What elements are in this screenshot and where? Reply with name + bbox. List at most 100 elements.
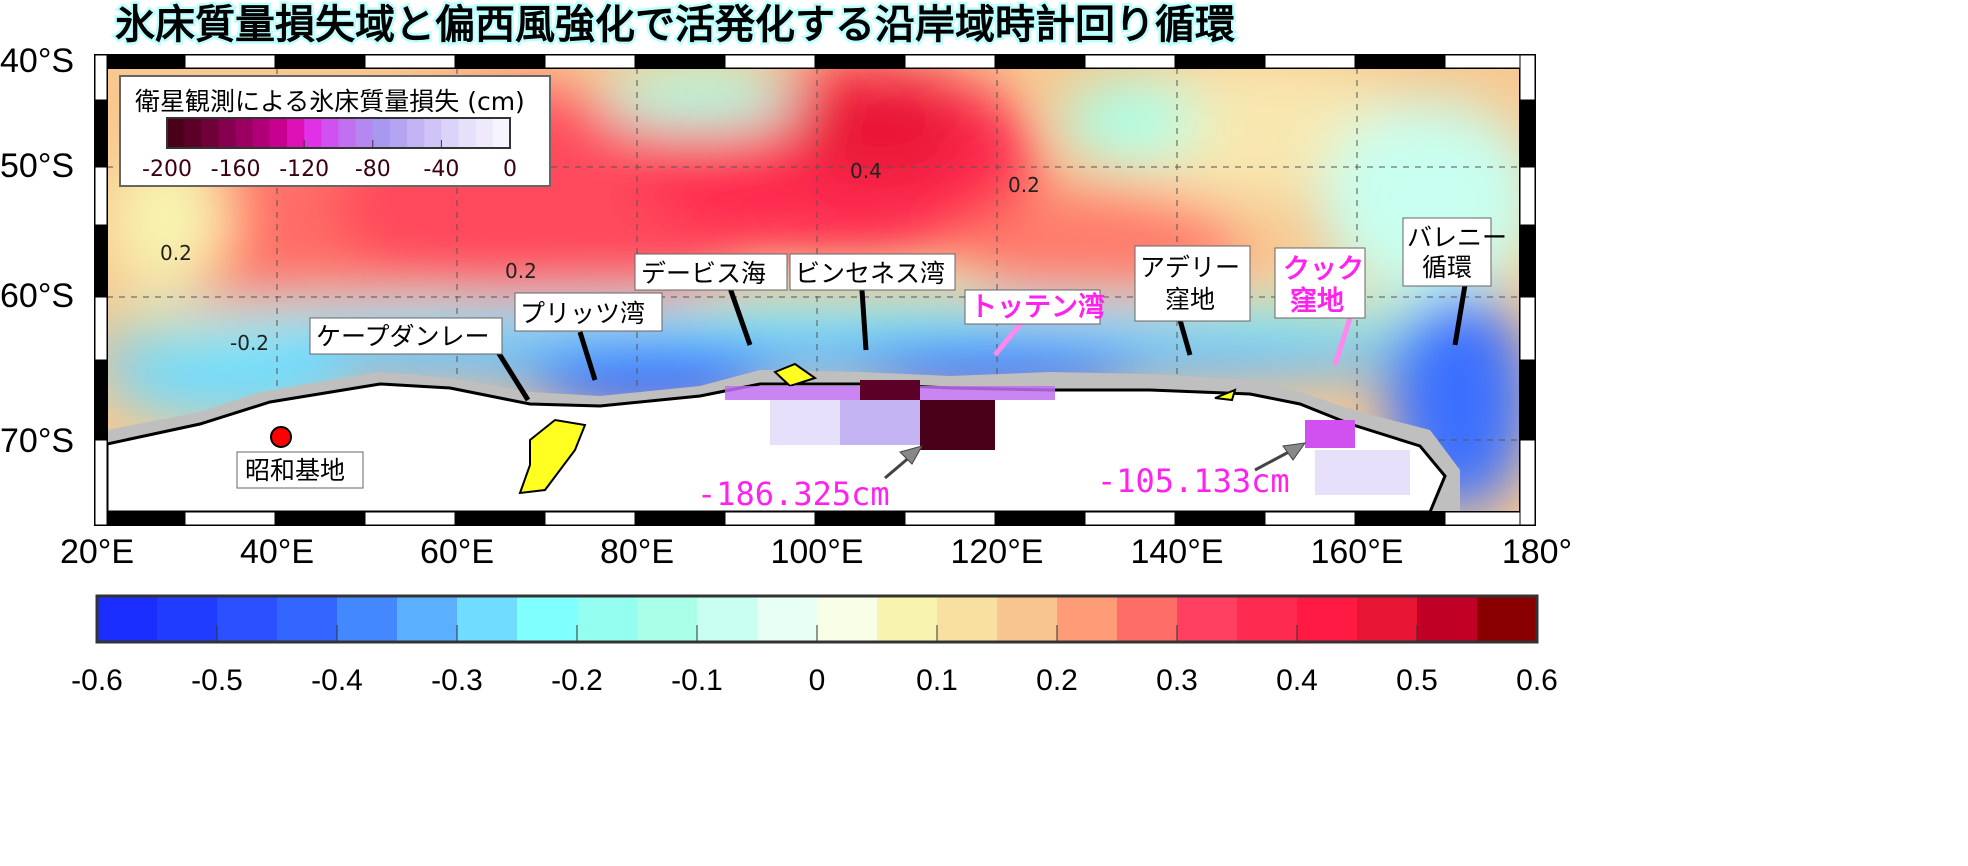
frame-segment xyxy=(814,511,906,526)
loss-value: -105.133cm xyxy=(1097,462,1290,500)
ice-loss-swatch xyxy=(235,118,254,148)
colorbar-tick-label: 0.1 xyxy=(916,664,958,697)
frame-segment xyxy=(1174,511,1266,526)
colorbar-swatch xyxy=(97,596,158,642)
lat-tick-label: 70°S xyxy=(0,422,74,460)
ice-loss-swatch xyxy=(201,118,219,148)
frame-segment xyxy=(1519,359,1536,441)
contour-label: 0.2 xyxy=(160,241,192,265)
frame-segment xyxy=(454,511,546,526)
ice-loss-swatch xyxy=(269,118,288,148)
lon-tick-label: 40°E xyxy=(240,533,314,571)
frame-segment xyxy=(724,511,816,526)
mass-loss-cell xyxy=(860,380,920,400)
colorbar-swatch xyxy=(697,596,758,642)
frame-segment xyxy=(184,54,276,69)
callout-label: 昭和基地 xyxy=(245,456,345,485)
frame-segment xyxy=(184,511,276,526)
callout-cook-depression: クック 窪地 xyxy=(1274,247,1366,366)
contour-label: 0.4 xyxy=(850,159,882,183)
loss-annotation-totten: -186.325cm xyxy=(697,445,924,513)
frame-segment xyxy=(1519,439,1536,526)
lon-tick-label: 80°E xyxy=(600,533,674,571)
frame-segment xyxy=(1519,224,1536,298)
callout-balleny-gyre: バレニー 循環 xyxy=(1402,217,1507,346)
callout-label: 循環 xyxy=(1422,253,1472,282)
ice-loss-swatch xyxy=(184,118,202,148)
colorbar-swatch xyxy=(997,596,1058,642)
frame-segment xyxy=(1174,54,1266,69)
colorbar-swatch xyxy=(757,596,818,642)
frame-segment xyxy=(544,511,636,526)
colorbar-tick-label: 0.2 xyxy=(1036,664,1078,697)
frame-segment xyxy=(994,511,1086,526)
ice-loss-swatch xyxy=(355,118,374,148)
colorbar-tick-label: -0.6 xyxy=(71,664,123,697)
colorbar-tick-label: 0.4 xyxy=(1276,664,1318,697)
lon-tick-label: 140°E xyxy=(1130,533,1223,571)
callout-label: デービス海 xyxy=(641,259,766,288)
ice-loss-legend: 衛星観測による氷床質量損失 (cm) -200 -160 -120 -80 -40 0 xyxy=(119,75,551,187)
figure-title: 氷床質量損失域と偏西風強化で活発化する沿岸域時計回り循環 xyxy=(115,2,1235,48)
ice-loss-swatch xyxy=(492,118,511,148)
ice-loss-swatch xyxy=(475,118,494,148)
ice-loss-tick-label: -200 xyxy=(142,157,192,182)
lon-tick-label: 180° xyxy=(1502,533,1572,571)
callout-cape-darnley: ケープダンレー xyxy=(309,317,531,402)
ice-loss-swatch xyxy=(424,118,442,148)
callout-label: ビンセネス湾 xyxy=(795,259,945,288)
colorbar-swatch xyxy=(217,596,278,642)
frame-segment xyxy=(1519,296,1536,361)
colorbar-swatch xyxy=(1057,596,1118,642)
colorbar-tick-label: 0 xyxy=(809,664,826,697)
colorbar-tick-label: -0.3 xyxy=(431,664,483,697)
loss-value: -186.325cm xyxy=(697,475,890,513)
frame-segment xyxy=(1264,54,1356,69)
frame-segment xyxy=(904,54,996,69)
syowa-station: 昭和基地 xyxy=(236,426,364,489)
frame-segment xyxy=(1519,99,1536,168)
ice-patch xyxy=(1214,388,1237,402)
frame-segment xyxy=(94,54,108,101)
frame-segment xyxy=(94,54,186,69)
colorbar-swatch xyxy=(1297,596,1358,642)
mass-loss-cell xyxy=(1315,450,1410,495)
callout-label: プリッツ湾 xyxy=(520,299,645,328)
callout-label: 窪地 xyxy=(1165,285,1215,314)
lat-tick-label: 50°S xyxy=(0,147,74,185)
colorbar-swatch xyxy=(277,596,338,642)
frame-segment xyxy=(814,54,906,69)
shackleton-ice-shelf xyxy=(773,362,818,388)
contour-label: 0.2 xyxy=(505,259,537,283)
callout-totten-bay: トッテン湾 xyxy=(964,289,1105,357)
colorbar-swatch xyxy=(1477,596,1538,642)
ice-loss-tick-label: -120 xyxy=(279,157,329,182)
frame-segment xyxy=(274,511,366,526)
callout-label: バレニー xyxy=(1407,223,1507,252)
ice-loss-tick-label: -160 xyxy=(211,157,261,182)
ice-loss-tick-label: -80 xyxy=(355,157,391,182)
colorbar-swatch xyxy=(1417,596,1478,642)
callout-label: クック xyxy=(1283,254,1364,285)
lon-tick-label: 120°E xyxy=(950,533,1043,571)
lat-tick-label: 60°S xyxy=(0,277,74,315)
frame-segment xyxy=(634,511,726,526)
colorbar-tick-label: 0.3 xyxy=(1156,664,1198,697)
callout-label: ケープダンレー xyxy=(316,322,490,351)
colorbar-swatch xyxy=(337,596,398,642)
colorbar: -0.6 -0.5 -0.4 -0.3 -0.2 -0.1 0 0.1 0.2 0.3 0.4 0.5… xyxy=(71,594,1558,697)
amery-ice-shelf xyxy=(518,418,587,495)
colorbar-swatch xyxy=(457,596,518,642)
ice-loss-swatch xyxy=(218,118,237,148)
ice-loss-tick-label: 0 xyxy=(503,157,517,182)
ice-loss-swatch xyxy=(167,118,185,148)
ice-loss-swatch xyxy=(287,118,305,148)
frame-segment xyxy=(994,54,1086,69)
lon-tick-label: 100°E xyxy=(770,533,863,571)
ice-loss-legend-title: 衛星観測による氷床質量損失 (cm) xyxy=(135,87,525,116)
ice-loss-swatch xyxy=(441,118,460,148)
lon-tick-label: 60°E xyxy=(420,533,494,571)
frame-segment xyxy=(1519,166,1536,226)
frame-segment xyxy=(1354,511,1446,526)
contour-label: 0.2 xyxy=(1008,173,1040,197)
